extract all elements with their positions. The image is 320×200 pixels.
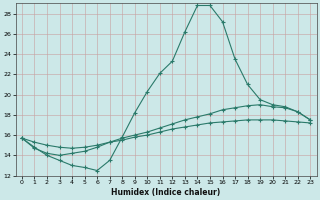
X-axis label: Humidex (Indice chaleur): Humidex (Indice chaleur) xyxy=(111,188,221,197)
